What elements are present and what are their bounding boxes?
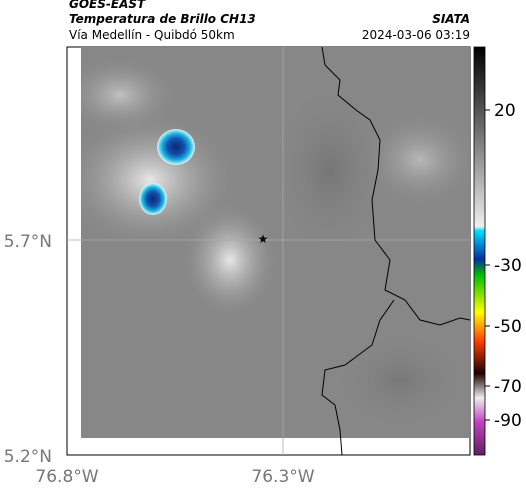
- colorbar-tick-label: 20: [494, 101, 516, 121]
- title: Temperatura de Brillo CH13: [69, 12, 256, 26]
- lat-label: 5.7°N: [4, 232, 52, 252]
- colorbar-tick-label: -50: [494, 317, 522, 337]
- lat-label: 5.2°N: [4, 447, 52, 467]
- lon-label: 76.3°W: [251, 467, 314, 487]
- satellite-image: [81, 47, 470, 438]
- colorbar-ticks: 20 -30 -50 -70 -90: [485, 101, 522, 431]
- border: [321, 46, 471, 326]
- agency: GOES-EAST: [69, 0, 146, 11]
- lon-label: 76.8°W: [35, 467, 98, 487]
- colorbar: [473, 46, 486, 456]
- subtitle: Vía Medellín - Quibdó 50km: [69, 28, 235, 42]
- colorbar-tick-label: -90: [494, 411, 522, 431]
- source: SIATA: [432, 12, 470, 26]
- colorbar-tick-label: -30: [494, 256, 522, 276]
- border: [321, 299, 395, 456]
- location-marker: ★: [258, 232, 269, 246]
- colorbar-tick-label: -70: [494, 377, 522, 397]
- datetime: 2024-03-06 03:19: [362, 28, 470, 42]
